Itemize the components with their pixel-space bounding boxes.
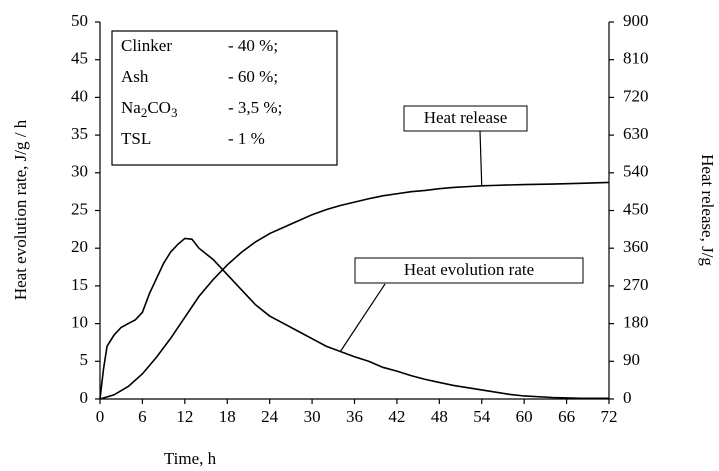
y2-tick-label: 720 xyxy=(623,86,649,105)
series-line xyxy=(99,237,609,400)
x-tick-label: 18 xyxy=(219,407,236,426)
composition-name: TSL xyxy=(121,129,151,148)
series-line xyxy=(99,181,610,400)
series-label: Heat evolution rate xyxy=(404,260,534,279)
y-tick-label: 25 xyxy=(71,199,88,218)
x-tick-label: 36 xyxy=(346,407,363,426)
composition-value: - 60 %; xyxy=(228,67,278,86)
x-tick-label: 6 xyxy=(138,407,147,426)
x-tick-label: 66 xyxy=(558,407,575,426)
x-tick-label: 54 xyxy=(473,407,491,426)
y2-tick-label: 630 xyxy=(623,124,649,143)
y2-tick-label: 450 xyxy=(623,199,649,218)
y-tick-label: 40 xyxy=(71,86,88,105)
y2-tick-label: 540 xyxy=(623,162,649,181)
composition-value: - 1 % xyxy=(228,129,265,148)
x-axis-title: Time, h xyxy=(164,449,217,468)
y-tick-label: 30 xyxy=(71,162,88,181)
y-tick-label: 5 xyxy=(80,350,89,369)
leader-line xyxy=(479,130,483,186)
annotation-box xyxy=(403,105,528,132)
x-tick-label: 42 xyxy=(388,407,405,426)
composition-value: - 40 %; xyxy=(228,36,278,55)
x-tick-label: 60 xyxy=(516,407,533,426)
annotation-box xyxy=(354,257,584,284)
leader-line xyxy=(339,283,386,352)
y-tick-label: 35 xyxy=(71,124,88,143)
x-tick-label: 48 xyxy=(431,407,448,426)
y2-tick-label: 810 xyxy=(623,49,649,68)
series-label: Heat release xyxy=(424,108,508,127)
y-tick-label: 20 xyxy=(71,237,88,256)
x-tick-label: 24 xyxy=(261,407,279,426)
composition-name: Na2CO3 xyxy=(121,98,177,120)
y-axis-title: Heat evolution rate, J/g / h xyxy=(11,119,30,300)
y2-tick-label: 900 xyxy=(623,11,649,30)
y2-tick-label: 360 xyxy=(623,237,649,256)
composition-value: - 3,5 %; xyxy=(228,98,282,117)
y2-tick-label: 0 xyxy=(623,388,632,407)
x-tick-label: 0 xyxy=(96,407,105,426)
composition-name: Ash xyxy=(121,67,149,86)
composition-name: Clinker xyxy=(121,36,172,55)
x-tick-label: 12 xyxy=(176,407,193,426)
x-tick-label: 72 xyxy=(601,407,618,426)
y2-tick-label: 270 xyxy=(623,275,649,294)
y2-tick-label: 180 xyxy=(623,313,649,332)
x-tick-label: 30 xyxy=(304,407,321,426)
y-tick-label: 15 xyxy=(71,275,88,294)
y2-tick-label: 90 xyxy=(623,350,640,369)
y2-axis-title: Heat release, J/g xyxy=(698,154,717,266)
y-tick-label: 10 xyxy=(71,313,88,332)
composition-box xyxy=(111,30,338,166)
y-tick-label: 0 xyxy=(80,388,89,407)
y-tick-label: 45 xyxy=(71,49,88,68)
y-tick-label: 50 xyxy=(71,11,88,30)
